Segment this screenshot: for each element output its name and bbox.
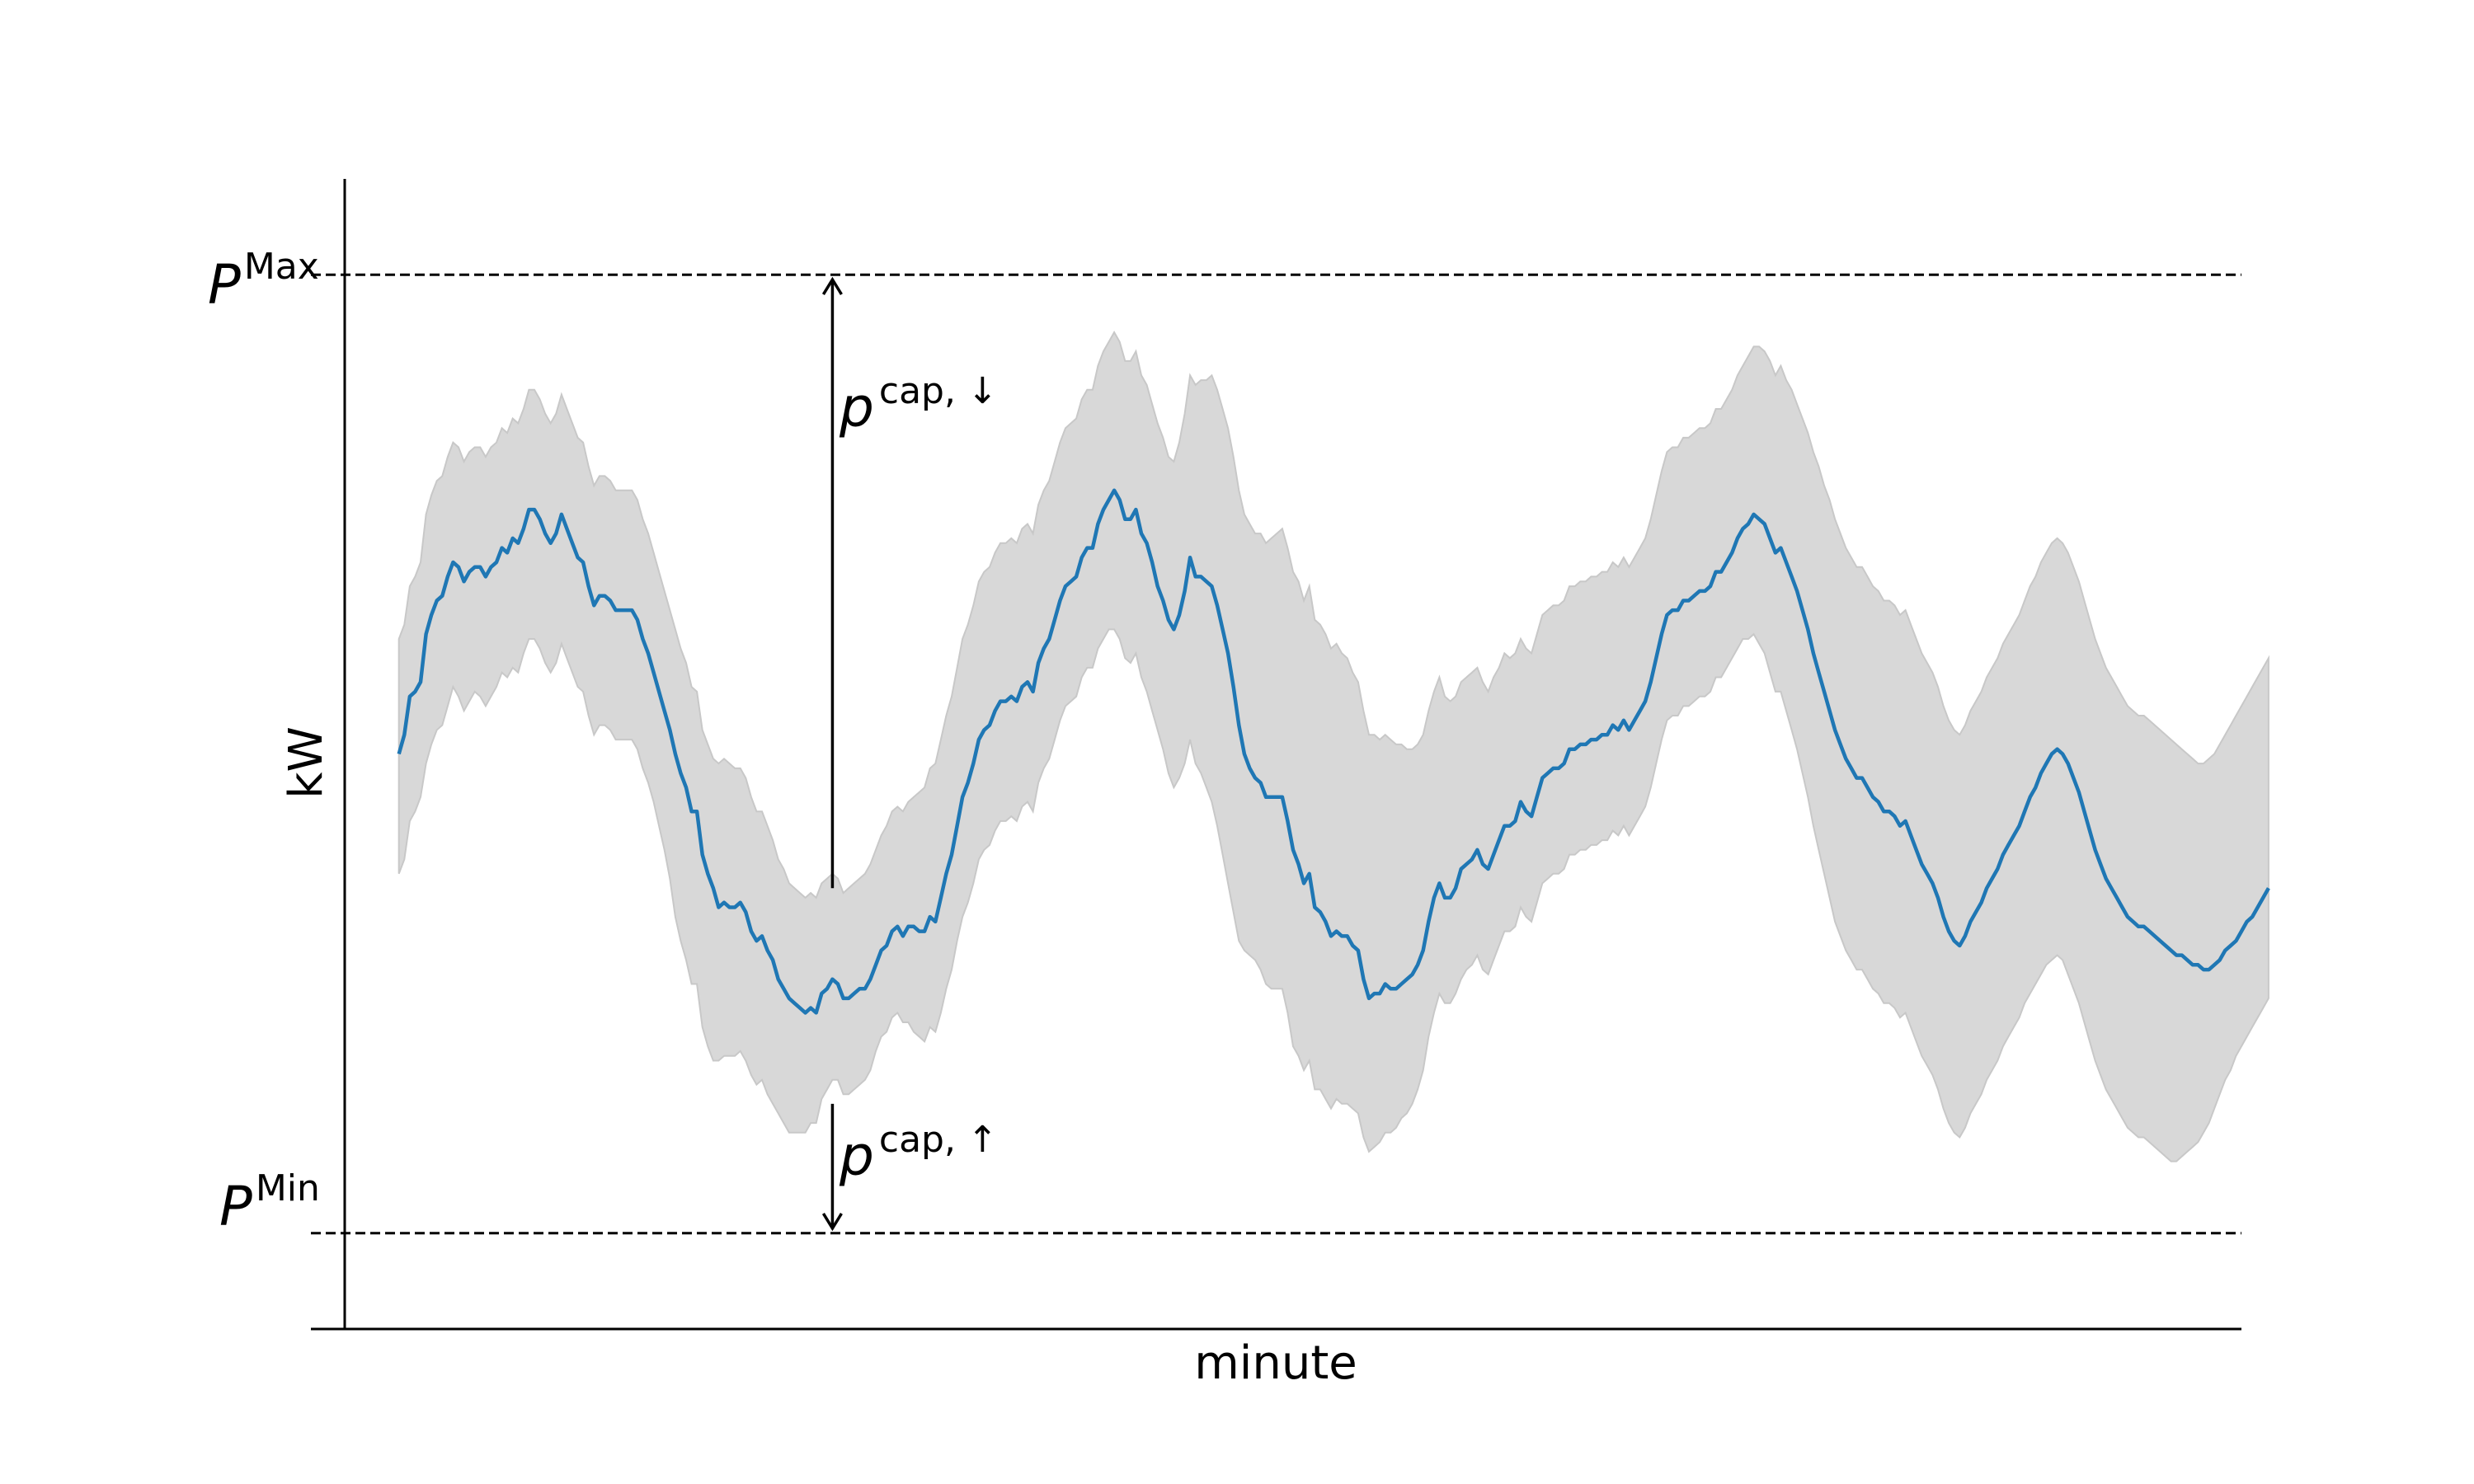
p-cap-up-label: p cap, ↑	[839, 1119, 998, 1188]
plot-area	[397, 330, 2270, 1162]
x-axis-label: minute	[1194, 1336, 1357, 1390]
p-cap-up-arrow	[821, 1103, 843, 1232]
p-cap-down-label: p cap, ↓	[839, 370, 998, 439]
p-min-label: PMin	[219, 1167, 320, 1238]
mean-series-line	[397, 488, 2270, 1015]
p-max-label: PMax	[208, 246, 319, 317]
uncertainty-band	[397, 330, 2269, 1162]
p-cap-down-arrow	[821, 276, 843, 889]
y-axis-label: kW	[280, 726, 333, 799]
